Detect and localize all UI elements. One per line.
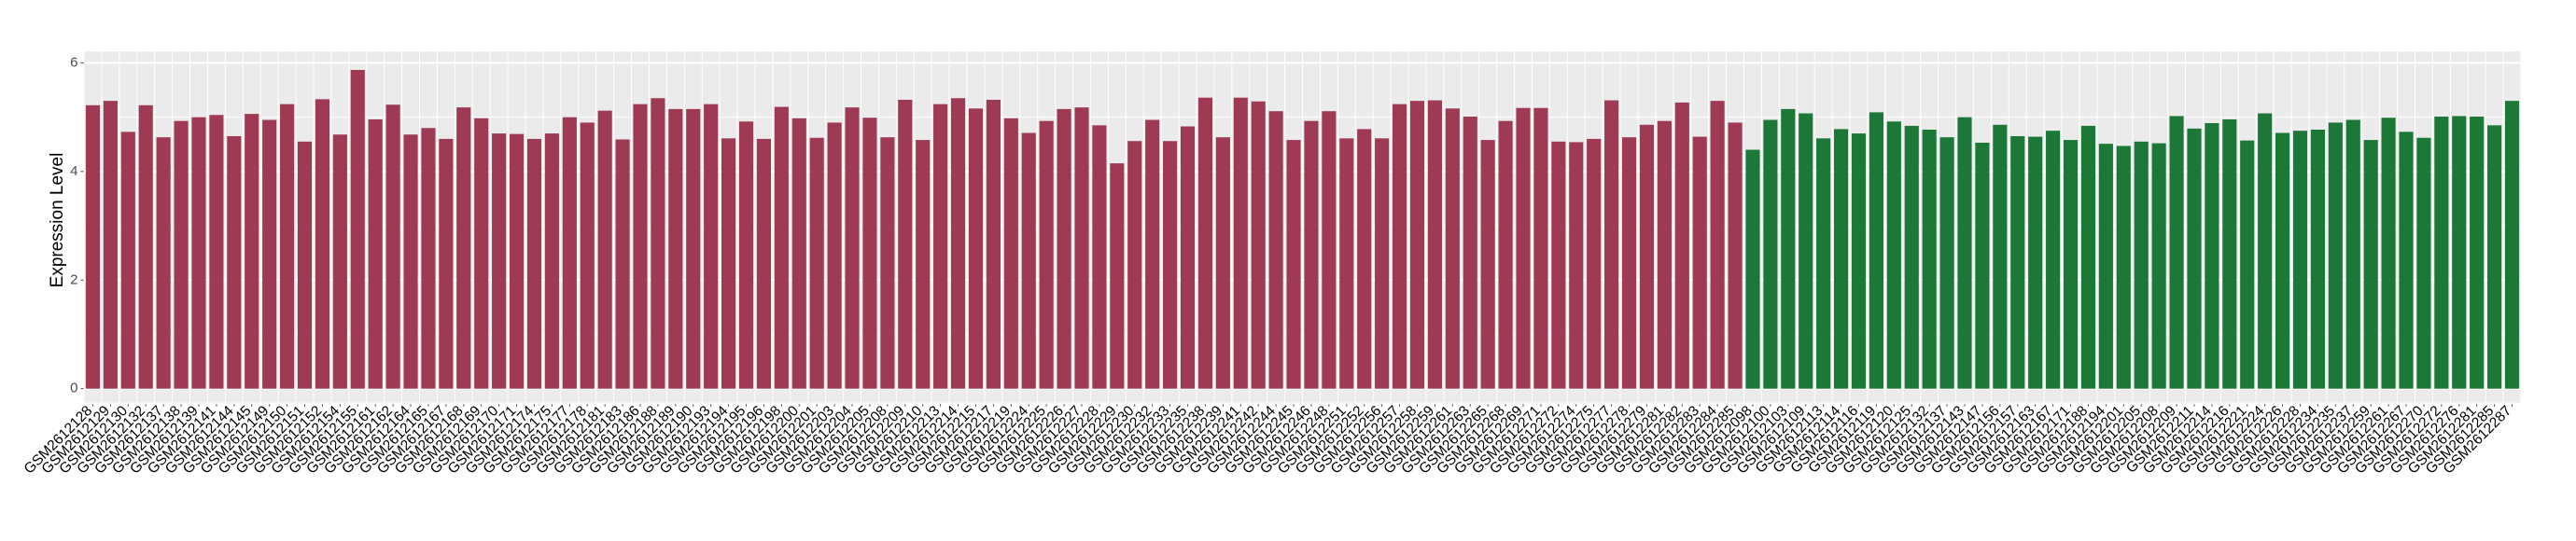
svg-text:2: 2 bbox=[70, 271, 77, 287]
svg-text:4: 4 bbox=[70, 163, 77, 179]
svg-text:6: 6 bbox=[70, 54, 77, 70]
svg-text:0: 0 bbox=[70, 381, 77, 396]
